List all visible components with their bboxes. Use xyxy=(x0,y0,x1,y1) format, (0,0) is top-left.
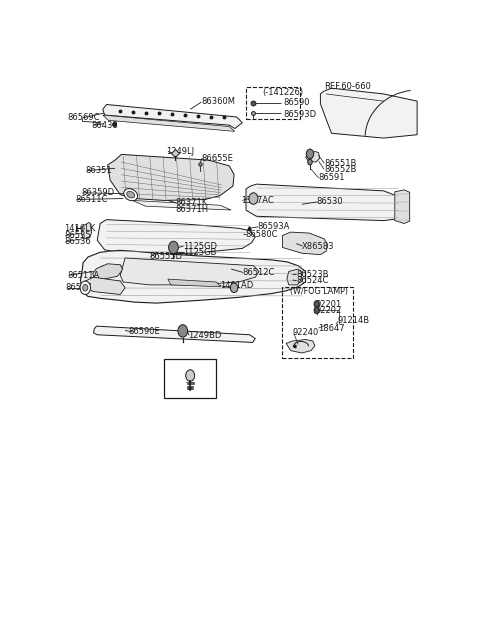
Polygon shape xyxy=(108,155,234,201)
Polygon shape xyxy=(82,222,92,239)
Polygon shape xyxy=(287,269,302,285)
Polygon shape xyxy=(286,340,315,353)
Polygon shape xyxy=(94,326,255,343)
Circle shape xyxy=(308,159,312,165)
Text: 18647: 18647 xyxy=(319,323,345,333)
Text: 86555D: 86555D xyxy=(149,252,182,261)
Text: 1327AC: 1327AC xyxy=(241,196,274,205)
Text: 1125GD: 1125GD xyxy=(183,242,217,250)
Text: 86517: 86517 xyxy=(65,283,92,292)
Circle shape xyxy=(83,284,88,291)
Text: 86511C: 86511C xyxy=(75,195,107,204)
Circle shape xyxy=(230,283,238,293)
Text: 86535: 86535 xyxy=(64,231,91,240)
Text: 86371K: 86371K xyxy=(175,198,207,207)
Text: 86360M: 86360M xyxy=(202,97,235,106)
Polygon shape xyxy=(282,232,328,255)
Text: 1125GB: 1125GB xyxy=(183,248,216,257)
Polygon shape xyxy=(103,115,235,131)
Text: 86438: 86438 xyxy=(92,121,119,130)
Text: 86593A: 86593A xyxy=(257,222,289,231)
Text: 86590: 86590 xyxy=(283,98,310,107)
Polygon shape xyxy=(305,151,320,162)
Text: 1249LJ: 1249LJ xyxy=(166,147,194,156)
Text: 86530: 86530 xyxy=(317,197,343,206)
Text: 1491AD: 1491AD xyxy=(220,282,253,290)
Text: 86536: 86536 xyxy=(64,237,91,246)
Text: 86591: 86591 xyxy=(319,173,345,183)
Text: 86359D: 86359D xyxy=(82,188,115,197)
Text: 86371H: 86371H xyxy=(175,204,208,214)
Polygon shape xyxy=(81,250,305,303)
Text: (W/FOG LAMP): (W/FOG LAMP) xyxy=(290,287,348,296)
Circle shape xyxy=(186,370,195,381)
Polygon shape xyxy=(321,88,417,138)
Text: 86512C: 86512C xyxy=(242,268,275,277)
Text: 1249NL: 1249NL xyxy=(180,362,214,371)
Text: 1416LK: 1416LK xyxy=(64,224,96,233)
Text: 86593D: 86593D xyxy=(283,110,316,118)
Text: 92201: 92201 xyxy=(316,300,342,308)
Polygon shape xyxy=(93,264,122,279)
Circle shape xyxy=(314,301,319,307)
Text: REF.60-660: REF.60-660 xyxy=(324,82,371,91)
Ellipse shape xyxy=(124,189,138,201)
Text: 86551B: 86551B xyxy=(324,158,357,168)
Circle shape xyxy=(306,149,314,159)
Text: 91214B: 91214B xyxy=(337,316,369,325)
Text: X86583: X86583 xyxy=(302,242,334,250)
Polygon shape xyxy=(168,279,221,287)
Polygon shape xyxy=(103,105,242,128)
Circle shape xyxy=(168,241,178,254)
Circle shape xyxy=(314,307,319,313)
Text: 92202: 92202 xyxy=(316,306,342,315)
Text: 86580C: 86580C xyxy=(245,229,277,239)
Polygon shape xyxy=(120,258,259,285)
Text: 86552B: 86552B xyxy=(324,164,357,174)
Circle shape xyxy=(249,193,258,204)
Text: 92240: 92240 xyxy=(292,328,319,337)
Text: 86655E: 86655E xyxy=(202,154,233,163)
Polygon shape xyxy=(83,277,125,295)
Polygon shape xyxy=(246,184,402,221)
Text: (-141226): (-141226) xyxy=(263,88,304,97)
Text: 86511A: 86511A xyxy=(67,271,100,280)
Text: 86524C: 86524C xyxy=(297,276,329,285)
Ellipse shape xyxy=(127,191,135,198)
Polygon shape xyxy=(97,220,255,255)
Text: 86351: 86351 xyxy=(85,166,112,175)
Polygon shape xyxy=(395,190,410,224)
Text: 86590E: 86590E xyxy=(129,327,161,336)
Circle shape xyxy=(178,325,188,337)
Circle shape xyxy=(80,281,91,295)
Text: 86569C: 86569C xyxy=(67,113,100,123)
Polygon shape xyxy=(132,201,231,210)
Text: 86523B: 86523B xyxy=(297,270,329,279)
Text: 1249BD: 1249BD xyxy=(188,331,222,340)
FancyBboxPatch shape xyxy=(164,359,216,398)
